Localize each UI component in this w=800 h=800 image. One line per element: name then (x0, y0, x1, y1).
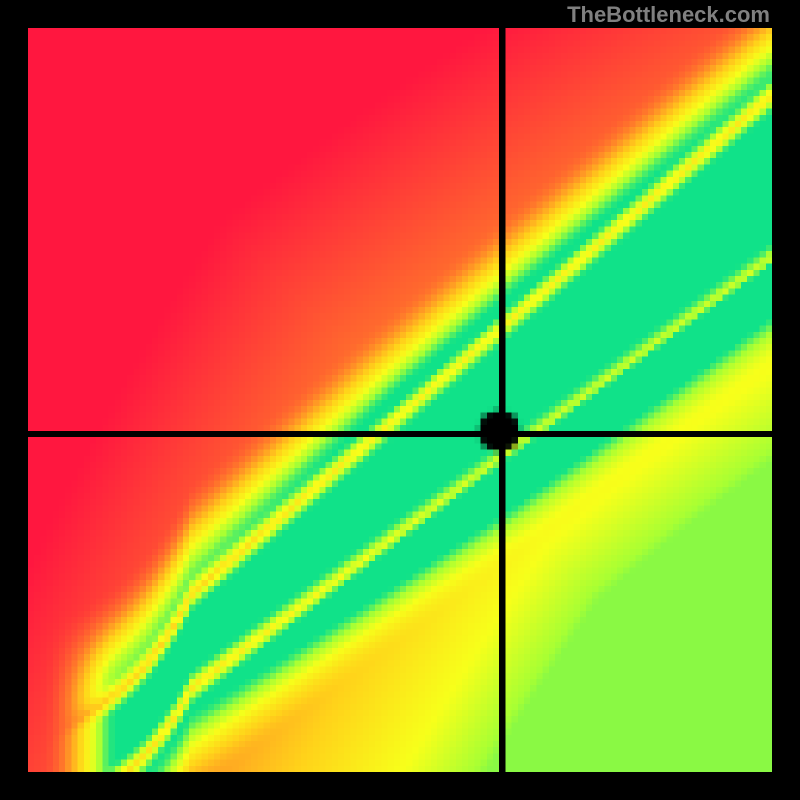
chart-container: TheBottleneck.com (0, 0, 800, 800)
watermark-text: TheBottleneck.com (567, 2, 770, 28)
bottleneck-heatmap (28, 28, 772, 772)
